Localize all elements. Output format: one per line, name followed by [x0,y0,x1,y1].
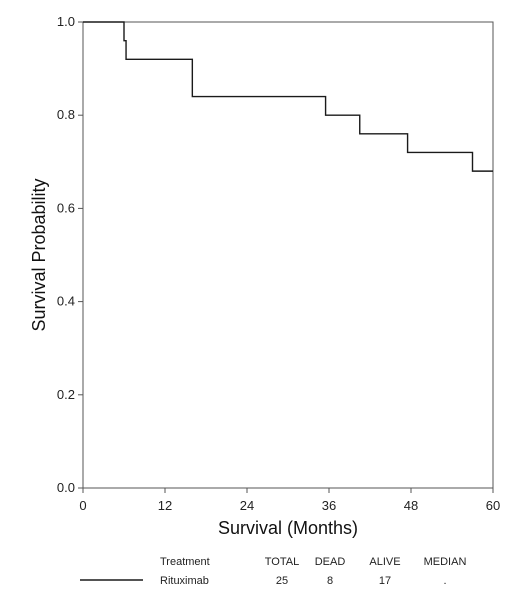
x-axis-title: Survival (Months) [218,518,358,538]
x-tick-label: 60 [486,498,500,513]
y-ticks: 0.0 0.2 0.4 0.6 0.8 1.0 [57,14,83,495]
legend-table: Treatment TOTAL DEAD ALIVE MEDIAN Rituximab 25… [80,556,466,587]
y-tick-label: 0.8 [57,107,75,122]
survival-line-rituximab [83,21,493,172]
survival-curves [83,21,493,172]
y-tick-label: 0.6 [57,200,75,215]
legend-header: TOTAL [265,556,299,568]
legend-cell-treatment: Rituximab [160,575,209,587]
y-tick-label: 0.2 [57,387,75,402]
y-tick-label: 0.4 [57,294,75,309]
x-tick-label: 48 [404,498,418,513]
y-axis-title: Survival Probability [29,178,49,331]
legend-cell-dead: 8 [327,575,333,587]
x-tick-label: 12 [158,498,172,513]
y-tick-label: 1.0 [57,14,75,29]
legend-cell-total: 25 [276,575,288,587]
legend-cell-alive: 17 [379,575,391,587]
x-tick-label: 0 [79,498,86,513]
y-tick-label: 0.0 [57,480,75,495]
legend-header: Treatment [160,556,210,568]
legend-header: ALIVE [369,556,400,568]
axes [82,21,494,489]
x-ticks: 0 12 24 36 48 60 [79,488,500,513]
legend-cell-median: . [443,575,446,587]
legend-header: MEDIAN [424,556,467,568]
x-tick-label: 24 [240,498,254,513]
plot-frame [82,21,494,489]
x-tick-label: 36 [322,498,336,513]
legend-header: DEAD [315,556,346,568]
